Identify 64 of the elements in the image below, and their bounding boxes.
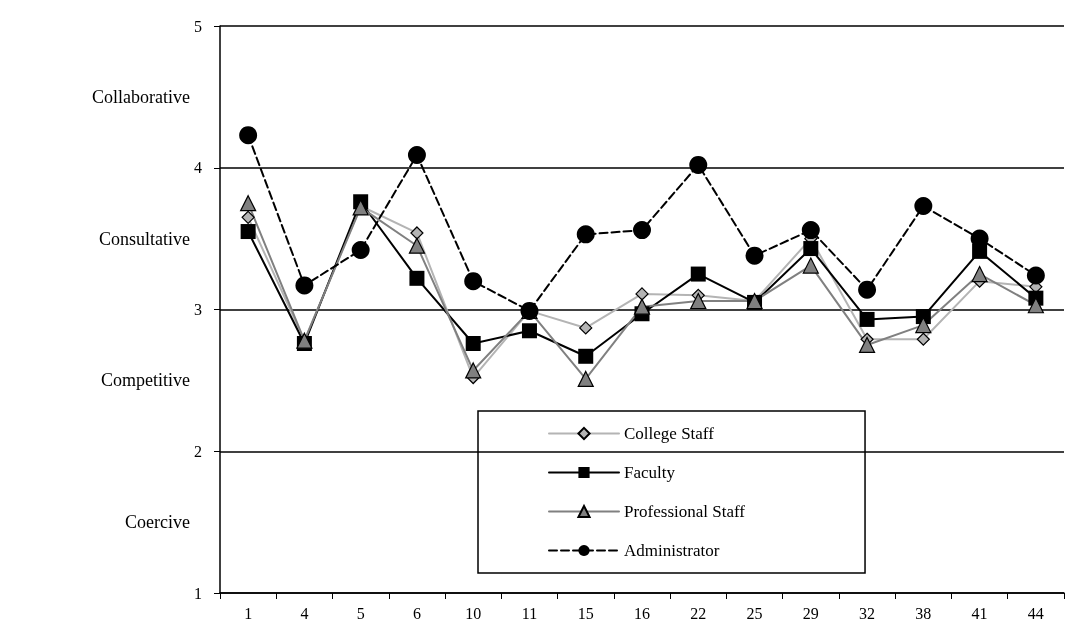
x-tick-label: 1: [244, 604, 253, 622]
point: [690, 266, 706, 282]
point: [465, 362, 482, 379]
point: [916, 332, 930, 346]
x-tick-label: 29: [802, 604, 819, 622]
point: [410, 226, 424, 240]
point: [240, 195, 257, 212]
x-tick-label: 25: [746, 604, 763, 622]
point: [351, 240, 370, 259]
point: [577, 370, 594, 388]
point: [745, 246, 764, 265]
point: [576, 225, 595, 244]
x-tick-label: 4: [300, 604, 309, 622]
point: [239, 126, 258, 145]
point: [801, 221, 820, 240]
point: [295, 276, 314, 295]
point: [409, 270, 425, 286]
point: [971, 265, 988, 283]
point: [521, 323, 537, 339]
legend-label: Administrator: [624, 541, 720, 560]
x-tick-label: 16: [634, 604, 650, 622]
x-tick-label: 38: [915, 604, 932, 622]
x-tick-label: 6: [412, 604, 421, 622]
x-tick-label: 41: [971, 604, 988, 622]
point: [690, 292, 707, 310]
point: [408, 237, 426, 254]
point: [1027, 297, 1044, 314]
point: [465, 336, 481, 352]
point: [633, 298, 651, 315]
point: [633, 221, 651, 240]
x-tick-label: 10: [465, 604, 482, 622]
point: [858, 280, 877, 299]
x-tick-label: 22: [690, 604, 707, 622]
x-tick-label: 5: [356, 604, 365, 622]
text: Consultative: [99, 228, 190, 249]
text: Competitive: [101, 370, 190, 391]
point: [1026, 266, 1045, 285]
legend-label: Faculty: [624, 463, 676, 482]
point: [241, 210, 255, 224]
point: [859, 311, 875, 327]
y-tick-label: 2: [194, 442, 202, 460]
point: [914, 197, 933, 216]
point: [579, 321, 593, 335]
y-tick-label: 4: [194, 159, 202, 177]
text: Coercive: [125, 512, 191, 533]
x-tick-label: 32: [859, 604, 876, 622]
y-tick-label: 1: [194, 584, 202, 602]
point: [407, 146, 426, 164]
point: [803, 241, 819, 257]
point: [802, 257, 819, 274]
text: Collaborative: [92, 86, 190, 107]
point: [689, 155, 708, 174]
y-tick-label: 3: [194, 301, 202, 318]
point: [464, 272, 483, 291]
point: [578, 348, 594, 364]
x-tick-label: 44: [1027, 604, 1044, 622]
legend-label: Professional Staff: [624, 502, 746, 521]
x-tick-label: 11: [521, 604, 538, 622]
legend-label: College Staff: [624, 424, 715, 443]
point: [858, 336, 876, 354]
y-tick-label: 5: [194, 17, 202, 35]
point: [635, 287, 649, 301]
x-tick-label: 15: [577, 604, 594, 622]
point: [240, 224, 256, 240]
